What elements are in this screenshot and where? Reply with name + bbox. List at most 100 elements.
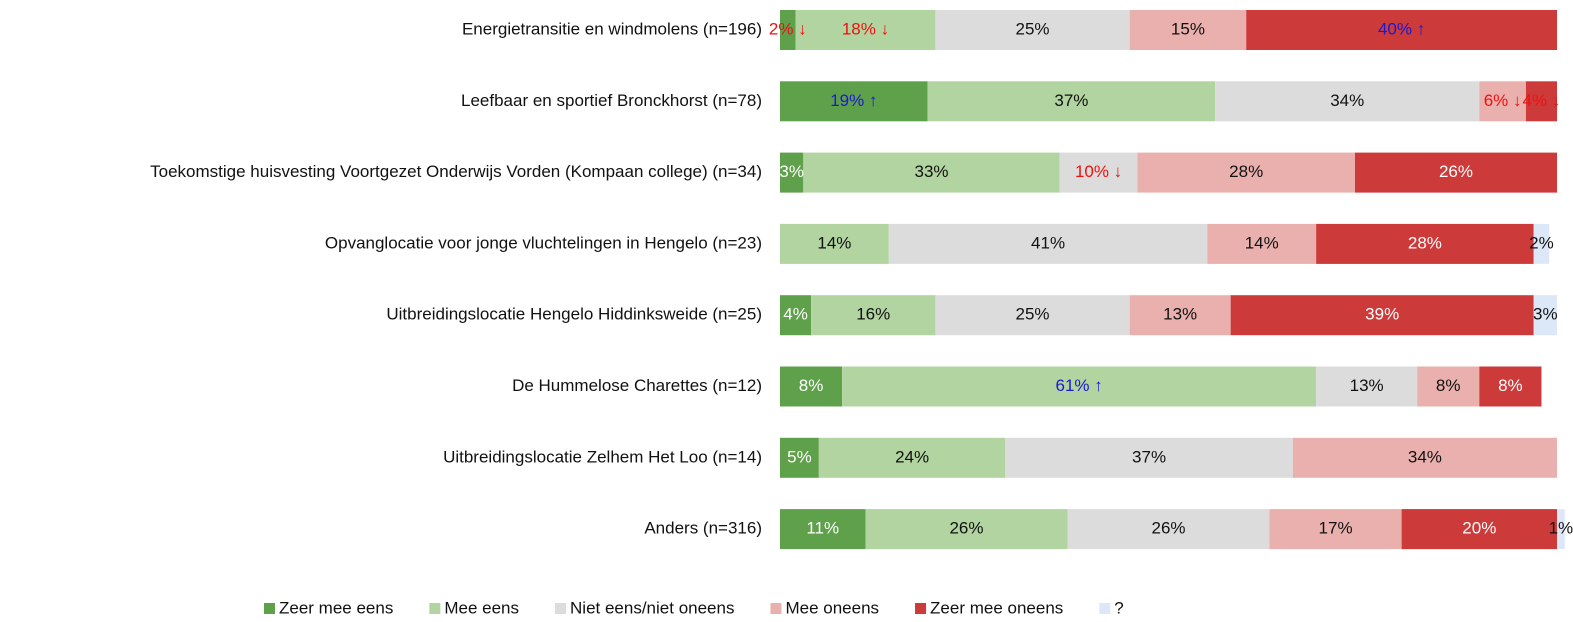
legend-label: Zeer mee oneens [930,598,1063,617]
legend-label: Niet eens/niet oneens [570,598,734,617]
value-label: 26% [1151,519,1185,538]
legend-swatch [555,603,567,614]
legend-swatch [915,603,927,614]
value-label: 10% ↓ [1075,162,1122,181]
value-label: 18% ↓ [842,19,889,38]
bar-segment [780,152,804,193]
value-label: 17% [1319,519,1353,538]
bar-segment [1557,509,1565,550]
bar-segment [1129,295,1231,336]
bar-segment [1269,509,1402,550]
category-label: Leefbaar en sportief Bronckhorst (n=78) [461,91,762,110]
legend-label: Mee oneens [785,598,879,617]
value-label: 3% [779,162,804,181]
value-label: 28% [1229,162,1263,181]
bar-segment [865,509,1068,550]
value-label: 16% [856,305,890,324]
value-label: 8% [1436,376,1461,395]
bar-segment [811,295,936,336]
bar-segment [1215,81,1480,122]
bar-segment [1354,152,1557,193]
value-label: 61% ↑ [1056,376,1103,395]
bar-segment [780,10,796,50]
value-label: 33% [914,162,948,181]
value-label: 24% [895,447,929,466]
value-label: 15% [1171,19,1205,38]
bar-segment [1533,223,1550,264]
bar-segment [780,509,866,550]
value-label: 13% [1163,305,1197,324]
bar-segment [1246,10,1557,50]
category-label: Opvanglocatie voor jonge vluchtelingen i… [325,233,762,252]
value-label: 34% [1330,91,1364,110]
bar-segment [935,10,1130,50]
value-label: 40% ↑ [1378,19,1425,38]
bar-segment [780,223,889,264]
legend-label: ? [1114,598,1123,617]
bar-segment [1479,81,1526,122]
bar-segment [1533,295,1557,336]
value-label: 26% [1439,162,1473,181]
value-label: 6% ↓ [1484,91,1522,110]
value-label: 4% ↓ [1523,91,1561,110]
value-label: 14% [817,233,851,252]
category-label: Anders (n=316) [644,519,762,538]
value-label: 2% [1529,233,1554,252]
value-label: 4% [783,305,808,324]
bar-segment [1401,509,1557,550]
value-label: 41% [1031,233,1065,252]
bar-segment [1005,437,1293,478]
value-label: 5% [787,447,812,466]
legend-swatch [264,603,275,614]
bar-segment [927,81,1216,122]
value-label: 37% [1054,91,1088,110]
bar-segment [1525,81,1557,122]
value-label: 39% [1365,305,1399,324]
bar-segment [888,223,1208,264]
category-label: Energietransitie en windmolens (n=196) [462,19,762,38]
bar-segment [1316,366,1418,407]
bar-segment [1316,223,1534,264]
bar-segment [780,366,843,407]
legend-swatch [1099,603,1111,614]
value-label: 8% [1498,376,1523,395]
bar-segment [780,437,819,478]
legend-swatch [770,603,782,614]
bar-segment [1059,152,1138,193]
bar-segment [1479,366,1542,407]
category-label: Uitbreidingslocatie Zelhem Het Loo (n=14… [443,447,762,466]
value-label: 25% [1016,305,1050,324]
value-label: 19% ↑ [830,91,877,110]
legend-label: Mee eens [444,598,519,617]
bar-segment [780,295,812,336]
category-label: De Hummelose Charettes (n=12) [512,376,762,395]
legend-label: Zeer mee eens [279,598,393,617]
bar-segment [1129,10,1247,50]
category-label: Toekomstige huisvesting Voortgezet Onder… [150,162,762,181]
value-label: 2% ↓ [769,19,807,38]
bar-segment [935,295,1130,336]
bar-segment [1292,437,1557,478]
bar-segment [795,10,936,50]
value-label: 8% [799,376,824,395]
value-label: 26% [949,519,983,538]
bar-segment [803,152,1060,193]
value-label: 13% [1350,376,1384,395]
value-label: 20% [1462,519,1496,538]
value-label: 28% [1408,233,1442,252]
bar-segment [1067,509,1270,550]
value-label: 14% [1245,233,1279,252]
bar-segment [1207,223,1317,264]
value-label: 34% [1408,447,1442,466]
legend-swatch [429,603,441,614]
bar-segment [818,437,1006,478]
value-label: 1% [1549,519,1573,538]
bar-segment [1137,152,1355,193]
value-label: 3% [1533,305,1558,324]
value-label: 25% [1016,19,1050,38]
bar-segment [842,366,1317,407]
value-label: 37% [1132,447,1166,466]
bar-segment [1417,366,1480,407]
bar-segment [1230,295,1534,336]
